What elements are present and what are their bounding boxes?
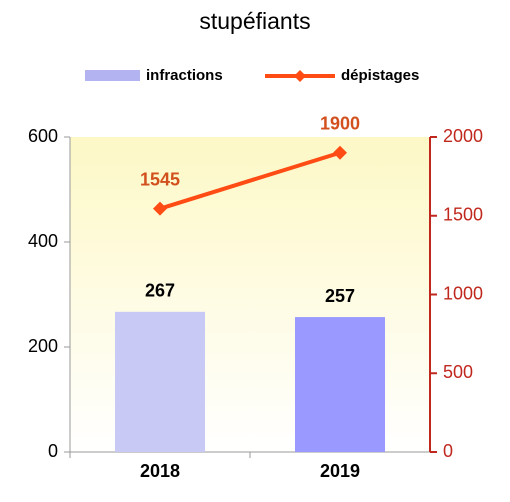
line-marker [333, 145, 347, 160]
bar [115, 311, 205, 452]
bar [295, 317, 385, 452]
y-tick-label: 200 [28, 336, 58, 356]
y2-tick-label: 0 [443, 441, 453, 461]
y2-tick-label: 2000 [443, 126, 483, 146]
y2-tick-label: 500 [443, 362, 473, 382]
x-tick-label: 2018 [140, 461, 180, 481]
line-label: 1545 [140, 169, 180, 189]
y-tick-label: 600 [28, 126, 58, 146]
legend-swatch [85, 70, 140, 81]
x-tick-label: 2019 [320, 461, 360, 481]
legend-label: infractions [146, 67, 223, 84]
chart-title: stupéfiants [199, 8, 310, 34]
line-marker [153, 201, 167, 216]
line [159, 150, 341, 211]
y-tick-label: 0 [48, 441, 58, 461]
line-label: 1900 [320, 114, 360, 134]
bar-label: 257 [325, 286, 355, 306]
bar-label: 267 [145, 281, 175, 301]
y2-tick-label: 1000 [443, 283, 483, 303]
legend-label: dépistages [341, 67, 419, 84]
y2-tick-label: 1500 [443, 205, 483, 225]
y-tick-label: 400 [28, 231, 58, 251]
legend-marker [294, 70, 306, 82]
